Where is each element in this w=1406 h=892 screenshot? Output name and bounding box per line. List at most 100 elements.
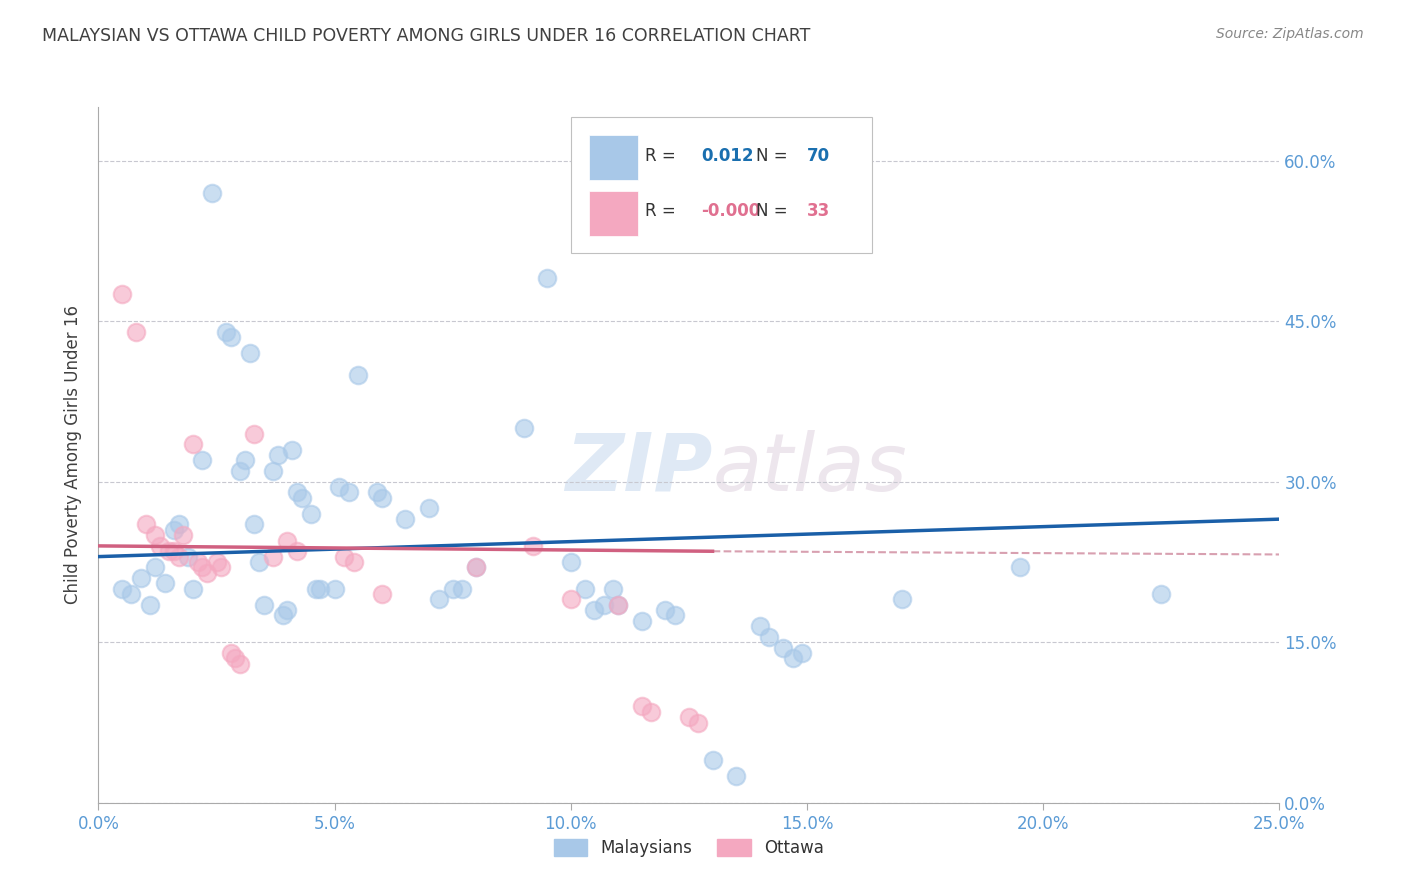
Point xyxy=(688,715,710,730)
Point xyxy=(149,539,172,553)
Point xyxy=(593,598,616,612)
Point xyxy=(333,549,356,564)
Text: Source: ZipAtlas.com: Source: ZipAtlas.com xyxy=(1216,27,1364,41)
Point xyxy=(290,491,312,505)
Point xyxy=(143,528,166,542)
Point xyxy=(607,598,630,612)
Point xyxy=(271,608,294,623)
Point xyxy=(342,555,364,569)
Point xyxy=(560,555,582,569)
Point xyxy=(560,592,582,607)
Point xyxy=(758,630,780,644)
Point xyxy=(167,549,190,564)
Point xyxy=(276,533,298,548)
Point xyxy=(583,603,606,617)
Point xyxy=(191,453,214,467)
Point xyxy=(1150,587,1173,601)
Point xyxy=(664,608,686,623)
Point xyxy=(305,582,328,596)
Point xyxy=(1008,560,1031,574)
Y-axis label: Child Poverty Among Girls Under 16: Child Poverty Among Girls Under 16 xyxy=(65,305,83,605)
Point xyxy=(129,571,152,585)
Point xyxy=(153,576,176,591)
Point xyxy=(219,646,242,660)
Point xyxy=(224,651,246,665)
Point xyxy=(229,657,252,671)
Point xyxy=(253,598,276,612)
Point xyxy=(163,544,186,558)
Point xyxy=(205,555,228,569)
Point xyxy=(337,485,360,500)
Point xyxy=(229,464,252,478)
Text: 70: 70 xyxy=(807,147,830,165)
Point xyxy=(191,560,214,574)
Point xyxy=(309,582,332,596)
Text: -0.000: -0.000 xyxy=(700,202,761,220)
Point xyxy=(239,346,262,360)
Point xyxy=(233,453,256,467)
Point xyxy=(262,549,284,564)
Point xyxy=(328,480,350,494)
Point xyxy=(111,582,134,596)
Text: R =: R = xyxy=(645,147,676,165)
Point xyxy=(451,582,474,596)
Point xyxy=(678,710,700,724)
Point xyxy=(418,501,440,516)
Point xyxy=(630,614,652,628)
Point xyxy=(394,512,416,526)
FancyBboxPatch shape xyxy=(589,191,638,235)
Point xyxy=(219,330,242,344)
Point xyxy=(512,421,534,435)
Point xyxy=(725,769,748,783)
Point xyxy=(247,555,270,569)
Point xyxy=(702,753,724,767)
Point xyxy=(602,582,624,596)
Text: N =: N = xyxy=(756,147,787,165)
Point xyxy=(111,287,134,301)
Point xyxy=(243,517,266,532)
Point xyxy=(371,491,394,505)
Point xyxy=(772,640,794,655)
Text: atlas: atlas xyxy=(713,430,907,508)
Point xyxy=(209,560,232,574)
Point xyxy=(536,271,558,285)
Point xyxy=(181,582,204,596)
Point xyxy=(195,566,218,580)
Point xyxy=(187,555,209,569)
Point xyxy=(782,651,804,665)
Point xyxy=(347,368,370,382)
FancyBboxPatch shape xyxy=(571,118,872,253)
Point xyxy=(125,325,148,339)
Point xyxy=(262,464,284,478)
Point xyxy=(299,507,322,521)
Text: 33: 33 xyxy=(807,202,831,220)
Text: R =: R = xyxy=(645,202,676,220)
Point xyxy=(366,485,388,500)
Point xyxy=(371,587,394,601)
Point xyxy=(177,549,200,564)
Point xyxy=(285,544,308,558)
Point xyxy=(135,517,157,532)
Point xyxy=(441,582,464,596)
Point xyxy=(792,646,814,660)
Point xyxy=(427,592,450,607)
Point xyxy=(201,186,224,200)
Point xyxy=(654,603,676,617)
Point xyxy=(167,517,190,532)
Point xyxy=(215,325,238,339)
Point xyxy=(163,523,186,537)
Point xyxy=(630,699,652,714)
Legend: Malaysians, Ottawa: Malaysians, Ottawa xyxy=(547,832,831,864)
Point xyxy=(522,539,544,553)
Point xyxy=(465,560,488,574)
FancyBboxPatch shape xyxy=(589,135,638,180)
Point xyxy=(640,705,662,719)
Point xyxy=(285,485,308,500)
Point xyxy=(465,560,488,574)
Point xyxy=(172,528,194,542)
Point xyxy=(121,587,143,601)
Point xyxy=(143,560,166,574)
Point xyxy=(267,448,290,462)
Point xyxy=(890,592,912,607)
Point xyxy=(607,598,630,612)
